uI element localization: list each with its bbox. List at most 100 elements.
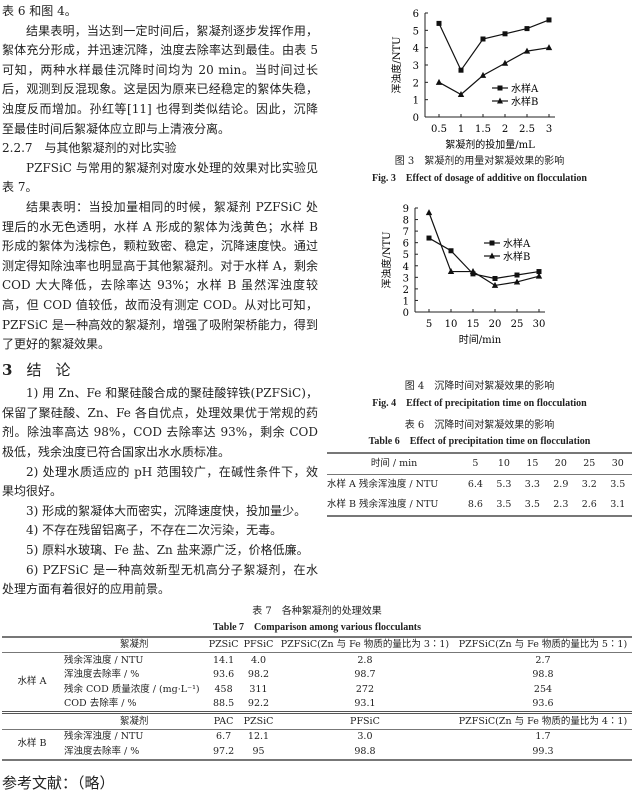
cell: 458 [214,683,233,695]
table6: 时间 / min 5 10 15 20 25 30 水样 A 残余浑浊度 / N… [327,452,632,517]
cell: COD 去除率 / % [64,698,137,710]
table-row: 残余 COD 质量浓度 / (mg·L⁻¹) 458 311 272 254 [2,682,632,697]
header-cell: 絮凝剂 [62,711,207,730]
data-point-square [426,235,432,241]
legend-label: 水样A [511,82,539,95]
legend-label: 水样A [503,237,531,250]
sample-label: 水样 B [17,738,47,750]
table-header-row: 絮凝剂 PZSiC PFSiC PZFSiC(Zn 与 Fe 物质的量比为 3∶1) P… [2,636,632,654]
table-row: COD 去除率 / % 88.5 92.2 93.1 93.6 [2,697,632,713]
cell: 272 [355,683,375,695]
header-cell: PAC [206,711,242,730]
paragraph: 表 6 和图 4。 [2,4,77,18]
header-cell: PFSiC [241,636,276,654]
cell: 2.6 [581,499,597,510]
y-tick-label: 6 [403,239,409,250]
cell: 残余 COD 质量浓度 / (mg·L⁻¹) [64,683,200,695]
series-line-b [428,212,540,287]
legend-square-icon [497,85,503,91]
cell: 311 [249,683,268,695]
y-tick-label: 1 [403,296,409,307]
conclusion-item: 6) PZFSiC 是一种高效新型无机高分子絮凝剂，在水处理方面有着很好的应用前… [2,562,318,597]
table7-caption-cn: 表 7 各种絮凝剂的处理效果 [252,605,382,617]
header-cell: PZFSiC(Zn 与 Fe 物质的量比为 3∶1) [275,636,454,654]
cell: 3.5 [610,479,626,490]
x-axis-label: 时间/min [459,333,502,345]
section-heading: 3 结论 [2,361,318,381]
section-number: 3 [2,360,13,379]
cell [2,636,62,654]
data-point-square [536,269,542,275]
x-tick-label: 1.5 [475,124,491,135]
data-point-square [436,20,442,26]
sample-label: 水样 A [17,676,47,688]
data-point-triangle [501,59,509,66]
section-title: 结论 [26,360,85,379]
cell: 99.3 [532,745,554,757]
data-point-triangle [545,44,553,51]
header-cell: PZFSiC(Zn 与 Fe 物质的量比为 4∶1) [453,711,632,730]
y-tick-label: 4 [403,262,409,273]
data-point-triangle [491,281,499,288]
cell: 3.2 [581,479,597,490]
cell: 254 [533,683,553,695]
legend-triangle-icon [489,252,495,259]
y-tick-label: 5 [403,250,409,261]
cell: 98.7 [354,669,376,681]
y-tick-label: 3 [403,273,409,284]
table7: 絮凝剂 PZSiC PFSiC PZFSiC(Zn 与 Fe 物质的量比为 3∶1) P… [2,635,632,761]
data-point-triangle [523,47,531,54]
cell: 98.8 [532,669,554,681]
cell: 93.1 [354,698,376,710]
cell: 98.2 [247,669,270,681]
legend-square-icon [489,240,495,246]
table6-caption-en: Table 6 Effect of precipitation time on … [368,436,591,447]
legend-label: 水样B [511,95,538,108]
cell: 98.8 [354,745,376,757]
data-point-square [514,272,520,278]
cell: 残余浑浊度 / NTU [64,654,144,666]
header-cell: 15 [518,453,547,475]
data-point-square [458,67,464,73]
y-tick-label: 8 [403,216,409,227]
cell: 97.2 [213,745,235,757]
cell: 88.5 [213,698,235,710]
cell: 2.7 [535,654,551,666]
series-line-a [428,237,540,280]
header-cell: 10 [489,453,519,475]
y-tick-label: 4 [413,44,419,55]
x-tick-label: 5 [426,319,432,330]
cell: 水样 A 残余浑浊度 / NTU [327,479,439,490]
cell: 3.1 [610,499,626,510]
cell: 3.5 [496,499,512,510]
x-tick-label: 2 [502,124,508,135]
y-tick-label: 1 [413,96,419,107]
cell: 残余浑浊度 / NTU [64,731,144,743]
paragraph: PZFSiC 与常用的絮凝剂对废水处理的效果对比实验见表 7。 [2,160,318,195]
paragraph: 结果表明，当达到一定时间后，絮凝剂逐步发挥作用，絮体充分形成，并迅速沉降，浊度去… [2,23,318,136]
header-cell: 30 [603,453,632,475]
table-row: 水样 B 残余浑浊度 / NTU 6.7 12.1 3.0 1.7 [2,729,632,749]
x-tick-label: 1 [458,124,464,135]
table-row: 水样 B 残余浑浊度 / NTU 8.6 3.5 3.5 2.3 2.6 3.1 [327,495,632,516]
data-point-square [524,26,530,32]
data-point-square [502,31,508,37]
header-cell: PZFSiC(Zn 与 Fe 物质的量比为 5∶1) [453,636,632,654]
y-tick-label: 5 [413,26,419,37]
cell: 2.9 [553,479,569,490]
header-cell: 5 [461,453,490,475]
data-point-square [492,275,498,281]
y-tick-label: 3 [413,61,419,72]
cell: 3.5 [524,499,540,510]
cell: 92.2 [247,698,270,710]
x-tick-label: 0.5 [431,124,447,135]
references-heading: 参考文献：（略） [2,773,115,792]
data-point-triangle [435,78,443,85]
x-axis-label: 絮凝剂的投加量/mL [445,138,535,150]
data-point-triangle [513,278,521,285]
table6-caption-cn: 表 6 沉降时间对絮凝效果的影响 [404,420,555,431]
series-line-b [438,47,550,96]
cell: 浑浊度去除率 / % [64,745,140,757]
cell: 12.1 [247,731,270,743]
cell: 水样 B 残余浑浊度 / NTU [327,499,439,510]
